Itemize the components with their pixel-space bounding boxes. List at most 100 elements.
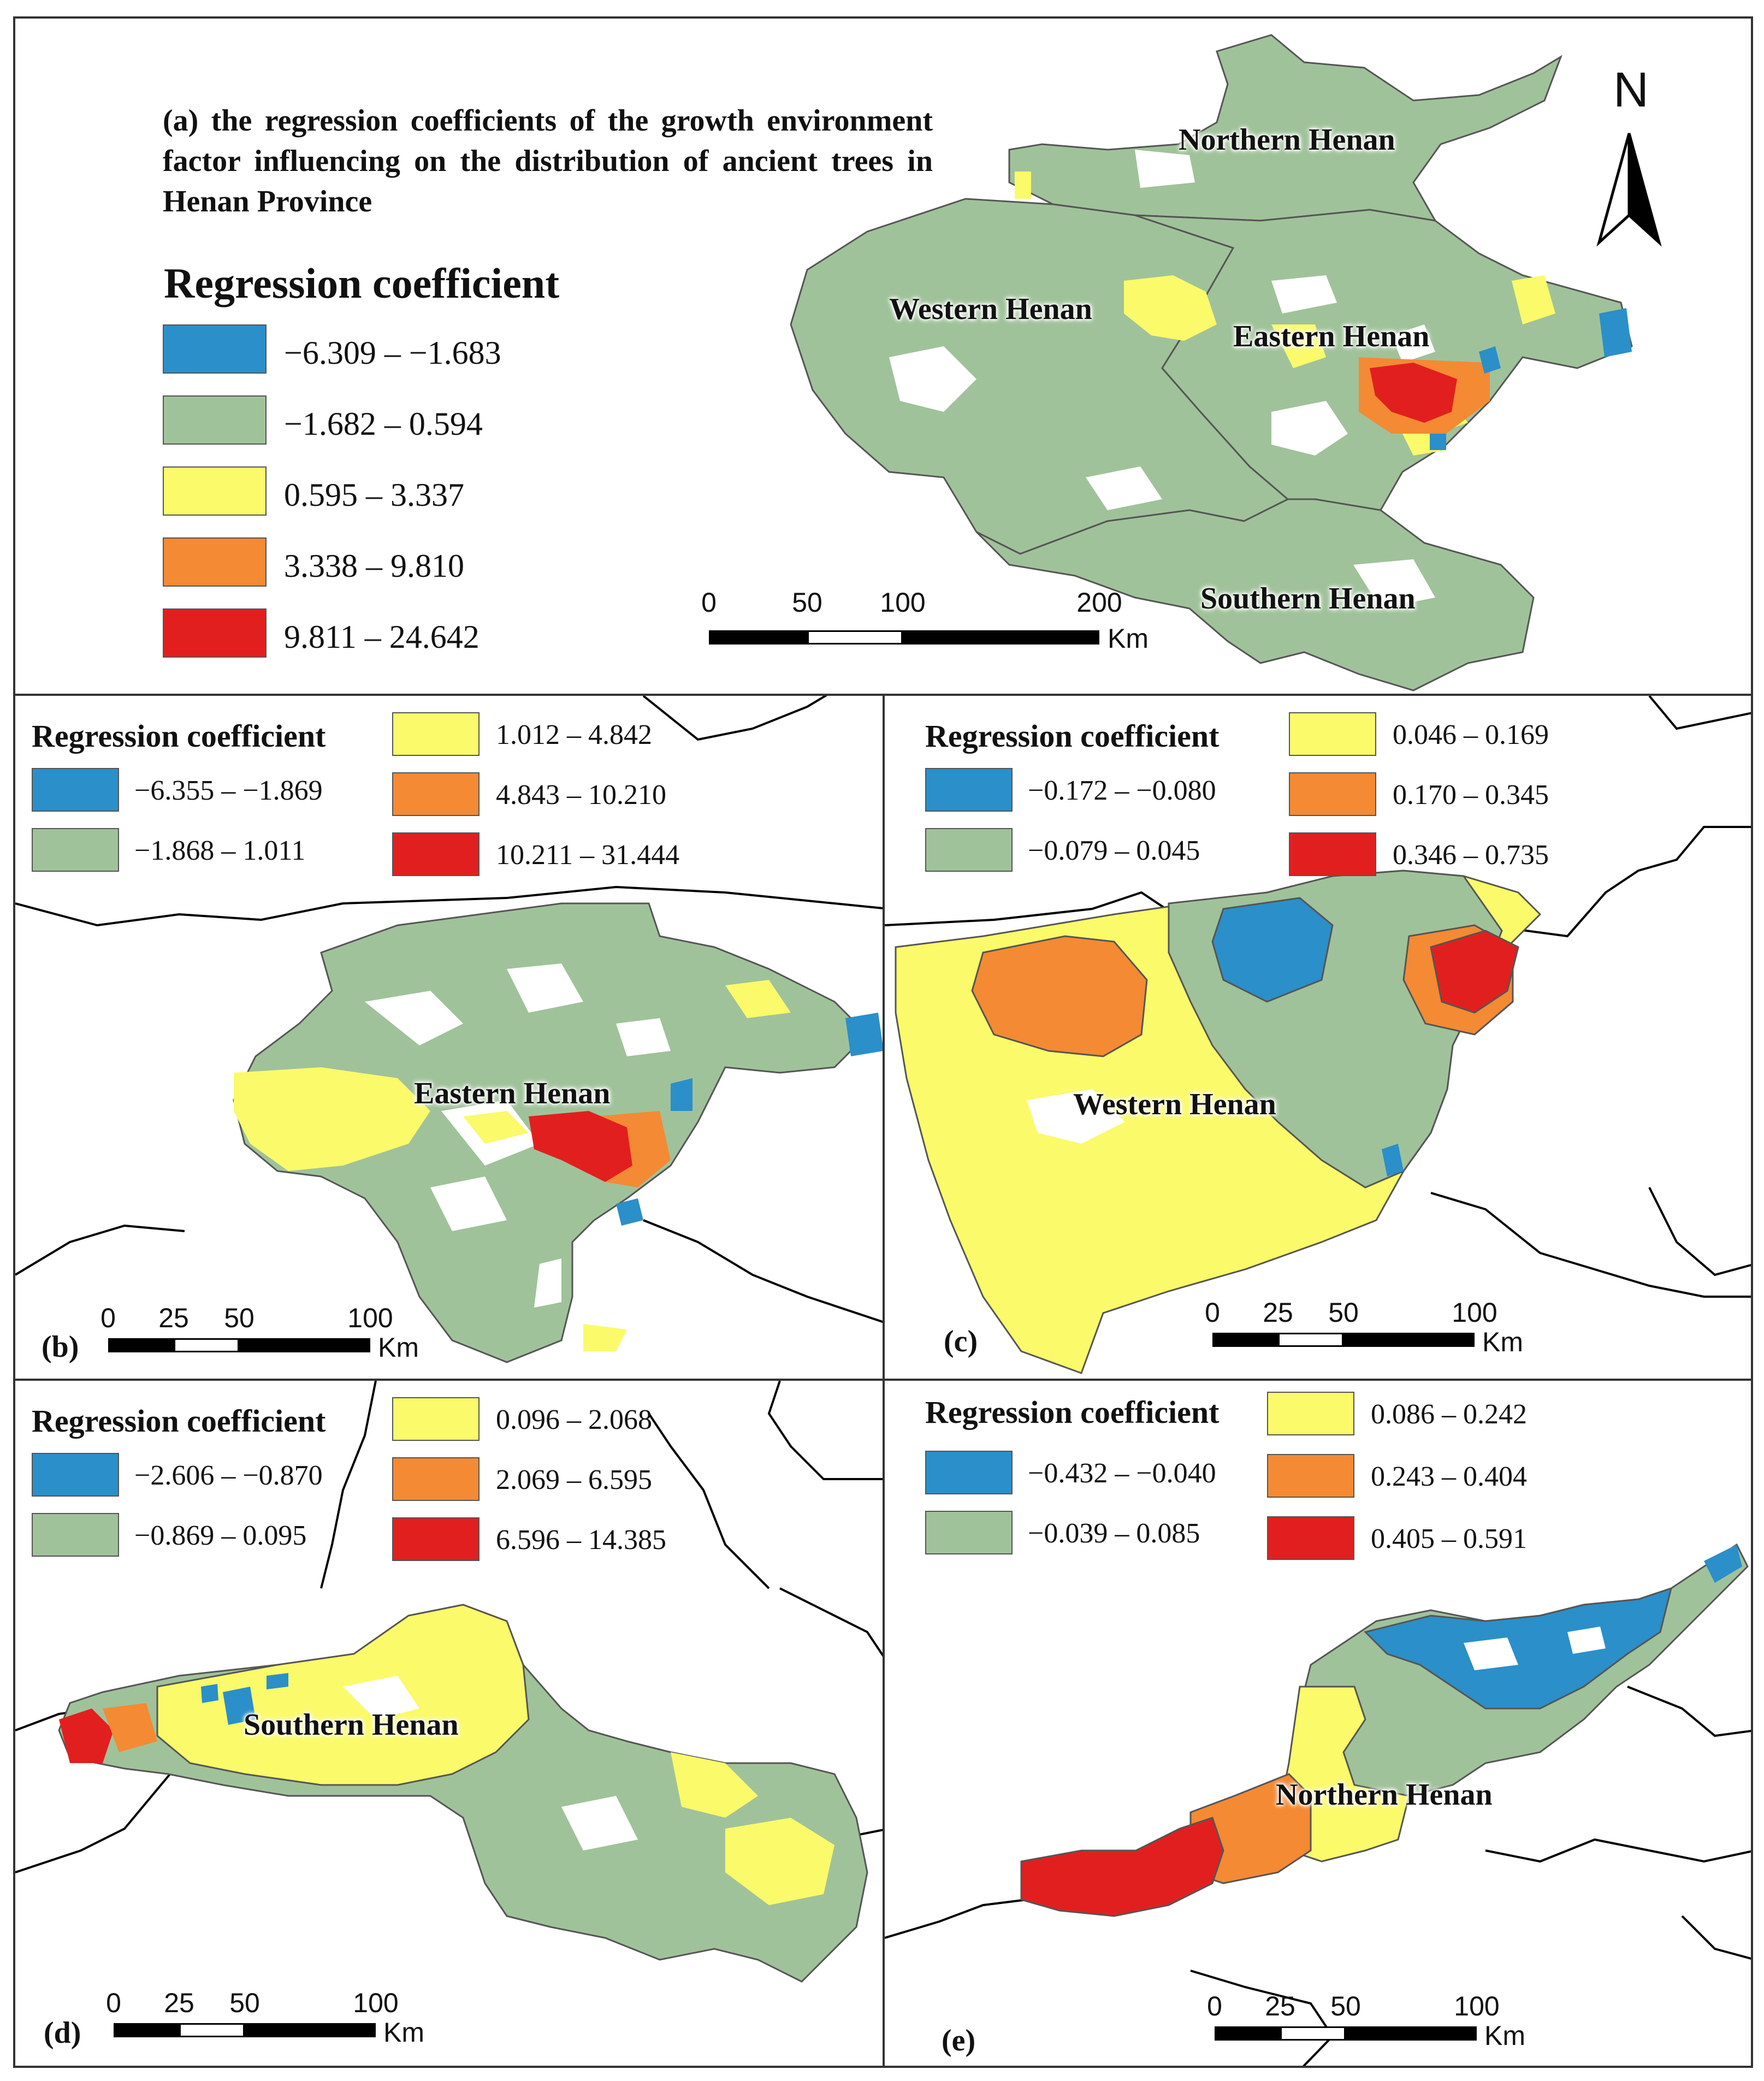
scalebar-e-tick-1: 25: [1265, 1991, 1295, 2021]
legend-c-swatch-0: [925, 768, 1013, 812]
legend-a-swatch-2: [163, 466, 267, 516]
legend-b-swatch-2: [392, 712, 480, 756]
map-gaps: [889, 150, 1435, 608]
panel-a: (a) the regression coefficients of the g…: [13, 16, 1753, 698]
scalebar-a-tick-3: 200: [1076, 587, 1122, 618]
legend-b-swatch-4: [392, 832, 480, 876]
legend-d-swatch-4: [392, 1517, 480, 1561]
legend-b-label-3: 4.843 – 10.210: [496, 779, 666, 811]
panel-c: Regression coefficient −0.172 – −0.080 −…: [883, 694, 1753, 1383]
scalebar-b-tick-1: 25: [158, 1303, 189, 1333]
legend-c-swatch-1: [925, 828, 1013, 872]
scalebar-a-tick-1: 50: [792, 587, 822, 618]
scalebar-d: 0 25 50 100 Km: [97, 1987, 436, 2064]
scalebar-b-tick-0: 0: [100, 1303, 116, 1333]
scalebar-a-tick-0: 0: [701, 587, 717, 618]
scalebar-e-tick-2: 50: [1330, 1991, 1361, 2021]
legend-c-swatch-4: [1289, 832, 1376, 876]
panel-e-label: (e): [942, 2024, 976, 2058]
legend-c-label-4: 0.346 – 0.735: [1393, 840, 1549, 871]
panel-b: Regression coefficient −6.355 – −1.869 −…: [13, 694, 887, 1383]
panel-b-label: (b): [42, 1330, 79, 1364]
legend-a-label-3: 3.338 – 9.810: [284, 548, 464, 584]
legend-a-swatch-3: [163, 537, 267, 587]
north-arrow-icon: [1596, 133, 1662, 247]
scalebar-a-tick-2: 100: [880, 587, 926, 618]
panel-c-label: (c): [944, 1325, 978, 1358]
legend-c-swatch-2: [1289, 712, 1376, 756]
legend-a-label-4: 9.811 – 24.642: [284, 619, 480, 655]
scalebar-d-tick-1: 25: [164, 1988, 194, 2018]
legend-c-label-3: 0.170 – 0.345: [1393, 779, 1549, 811]
legend-c-swatch-3: [1289, 772, 1376, 816]
region-label-northern-e: Northern Henan: [1276, 1778, 1493, 1812]
legend-d-label-1: −0.869 – 0.095: [134, 1520, 307, 1551]
panel-d-legend-title: Regression coefficient: [32, 1403, 326, 1439]
legend-a-swatch-1: [163, 395, 267, 445]
scalebar-c-tick-1: 25: [1263, 1297, 1293, 1328]
legend-e-swatch-2: [1267, 1392, 1354, 1435]
legend-e-label-3: 0.243 – 0.404: [1371, 1461, 1527, 1492]
panel-e: Regression coefficient −0.432 – −0.040 −…: [883, 1379, 1753, 2068]
scalebar-e-tick-0: 0: [1207, 1991, 1222, 2021]
legend-a-label-1: −1.682 – 0.594: [284, 406, 483, 442]
legend-e-label-1: −0.039 – 0.085: [1028, 1518, 1200, 1549]
scalebar-c: 0 25 50 100 Km: [1196, 1297, 1535, 1373]
region-label-southern-d: Southern Henan: [244, 1708, 459, 1742]
scalebar-c-unit: Km: [1482, 1327, 1523, 1357]
legend-e-label-0: −0.432 – −0.040: [1028, 1458, 1216, 1489]
panel-c-map: [885, 696, 1751, 1374]
legend-e-swatch-4: [1267, 1516, 1354, 1560]
panel-a-title: (a) the regression coefficients of the g…: [163, 104, 933, 218]
legend-b-swatch-0: [32, 768, 119, 812]
region-label-western: Western Henan: [889, 292, 1092, 326]
panel-b-legend-title: Regression coefficient: [32, 718, 326, 754]
legend-b-label-2: 1.012 – 4.842: [496, 719, 652, 750]
legend-a-label-0: −6.309 – −1.683: [284, 335, 501, 371]
scalebar-d-tick-2: 50: [229, 1988, 260, 2018]
panel-c-legend-title: Regression coefficient: [925, 718, 1220, 754]
region-label-eastern: Eastern Henan: [1233, 320, 1430, 353]
legend-e-label-2: 0.086 – 0.242: [1371, 1399, 1527, 1430]
scalebar-b-tick-3: 100: [347, 1303, 393, 1333]
scalebar-d-tick-3: 100: [353, 1988, 399, 2018]
panel-e-map: [885, 1543, 1751, 2066]
legend-d-label-3: 2.069 – 6.595: [496, 1464, 652, 1495]
region-label-northern: Northern Henan: [1179, 123, 1395, 157]
legend-e-swatch-0: [925, 1451, 1013, 1494]
scalebar-d-unit: Km: [383, 2017, 424, 2048]
panel-a-legend-title: Regression coefficient: [164, 259, 560, 307]
legend-d-swatch-0: [32, 1453, 119, 1497]
red-patches: [1370, 363, 1457, 423]
region-label-western-c: Western Henan: [1073, 1087, 1276, 1121]
scalebar-a-unit: Km: [1108, 623, 1149, 654]
southern-henan-area: [975, 498, 1535, 691]
legend-c-label-2: 0.046 – 0.169: [1393, 719, 1549, 750]
panel-e-legend-title: Regression coefficient: [925, 1394, 1220, 1430]
panel-b-map: [15, 696, 885, 1363]
legend-b-label-0: −6.355 – −1.869: [134, 775, 323, 806]
legend-b-swatch-1: [32, 828, 119, 872]
blue-patches: [1430, 308, 1632, 450]
scalebar-c-tick-0: 0: [1205, 1297, 1220, 1328]
legend-d-label-2: 0.096 – 2.068: [496, 1404, 652, 1435]
legend-e-swatch-1: [925, 1511, 1013, 1554]
legend-d-label-0: −2.606 – −0.870: [134, 1460, 323, 1491]
scalebar-e-unit: Km: [1484, 2020, 1525, 2051]
scalebar-e: 0 25 50 100 Km: [1198, 1990, 1537, 2066]
panel-a-map: [790, 34, 1633, 691]
legend-b-swatch-3: [392, 772, 480, 816]
legend-b-label-1: −1.868 – 1.011: [134, 835, 306, 866]
panel-d-label: (d): [44, 2016, 81, 2050]
north-arrow-label: N: [1613, 63, 1649, 117]
panel-d-map: [15, 1381, 885, 1983]
legend-c-label-0: −0.172 – −0.080: [1028, 775, 1216, 806]
scalebar-c-tick-2: 50: [1328, 1297, 1359, 1328]
legend-c-label-1: −0.079 – 0.045: [1028, 835, 1200, 866]
legend-a-swatch-4: [163, 608, 267, 658]
scalebar-b-tick-2: 50: [224, 1303, 254, 1333]
scalebar-a: 0 50 100 200 Km: [698, 587, 1149, 674]
legend-a-label-2: 0.595 – 3.337: [284, 477, 464, 513]
panel-d: Regression coefficient −2.606 – −0.870 −…: [13, 1379, 887, 2068]
region-label-southern: Southern Henan: [1200, 582, 1416, 616]
